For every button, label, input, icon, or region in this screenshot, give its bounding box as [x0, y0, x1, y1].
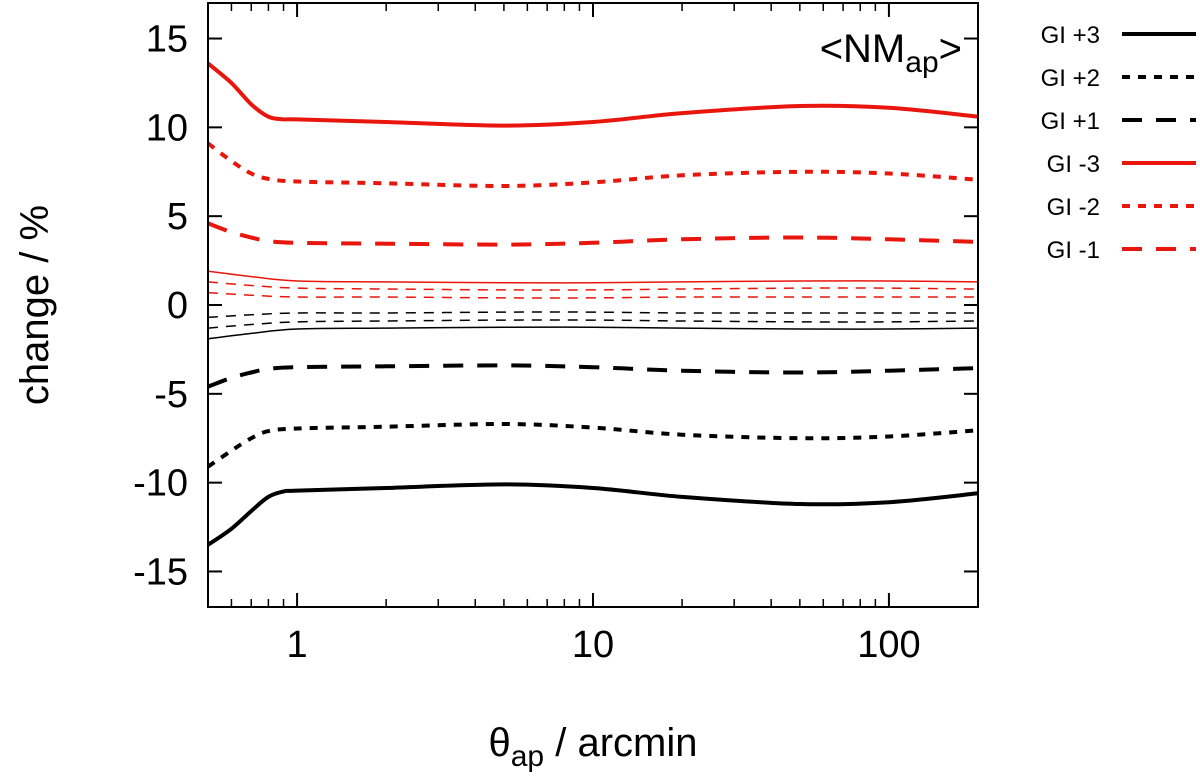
y-tick-label: 0 [167, 285, 188, 327]
annotation-main: <NM [820, 27, 906, 71]
x-axis-label-rest: / arcmin [544, 721, 697, 765]
x-axis-label-symbol: θ [489, 721, 511, 765]
y-axis-label: change / % [13, 205, 57, 405]
legend-label: GI +3 [1041, 22, 1100, 49]
x-tick-label: 100 [857, 624, 920, 666]
axes: 15 10 5 0 -5 -10 -15 1 10 100 [133, 3, 978, 666]
series-line-giplus3 [206, 482, 979, 547]
series-line-thin-6 [207, 270, 979, 284]
series-line-thin-8 [207, 291, 978, 299]
series-line-giminus2 [206, 141, 979, 189]
y-tick-label: 5 [167, 196, 188, 238]
annotation-subscript: ap [905, 46, 938, 79]
annotation-close: > [939, 27, 962, 71]
plot-lines [206, 61, 979, 547]
x-axis-label-subscript: ap [511, 740, 544, 773]
y-tick-label: 15 [146, 19, 188, 61]
series-line-giminus3 [206, 61, 979, 128]
y-tick-label: -10 [133, 463, 188, 505]
legend-label: GI +2 [1041, 65, 1100, 92]
legend-label: GI +1 [1041, 108, 1100, 135]
series-line-thin-11 [207, 326, 979, 340]
x-tick-label: 10 [572, 624, 614, 666]
series-line-thin-9 [207, 311, 978, 319]
legend: GI +3 GI +2 GI +1 GI -3 GI -2 GI -1 [1041, 22, 1196, 264]
legend-label: GI -3 [1047, 151, 1100, 178]
x-tick-label: 1 [287, 624, 308, 666]
series-line-giplus2 [206, 421, 979, 469]
x-axis-label: θap / arcmin [489, 721, 698, 773]
y-tick-label: 10 [146, 107, 188, 149]
series-line-thin-7 [207, 281, 979, 291]
series-line-giplus1 [207, 363, 979, 389]
y-tick-label: -5 [154, 374, 188, 416]
chart-annotation: <NMap> [820, 27, 962, 79]
y-tick-label: -15 [133, 551, 188, 593]
legend-label: GI -2 [1047, 194, 1100, 221]
plot-frame [207, 2, 979, 608]
series-line-giminus1 [207, 221, 979, 247]
series-line-thin-10 [207, 319, 979, 329]
legend-label: GI -1 [1047, 237, 1100, 264]
